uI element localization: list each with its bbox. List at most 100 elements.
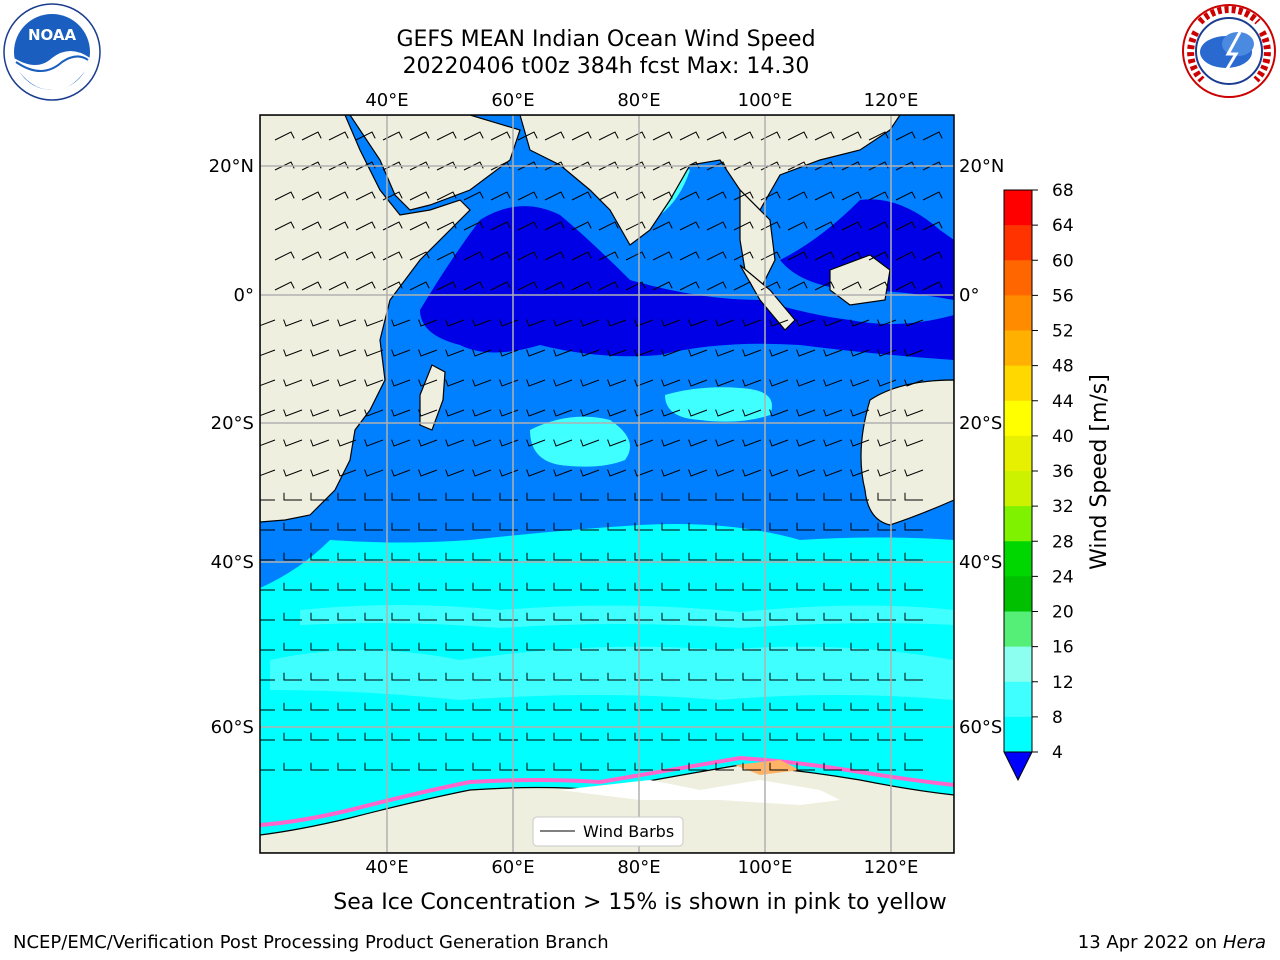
- wind-barb: [787, 251, 808, 261]
- wind-barb: [661, 702, 680, 711]
- wind-barb: [634, 582, 653, 591]
- wind-barb: [742, 732, 761, 741]
- wind-barb: [742, 319, 762, 327]
- wind-barb: [904, 552, 923, 561]
- wind-barb: [841, 251, 862, 261]
- wind-barb: [526, 612, 545, 621]
- wind-barb: [733, 281, 754, 291]
- wind-barb: [436, 131, 457, 141]
- wind-barb: [283, 642, 302, 651]
- wind-barb: [607, 612, 626, 621]
- land-australia: [860, 379, 954, 526]
- wind-barb: [274, 251, 295, 261]
- wind-barb: [391, 612, 410, 621]
- wind-barb: [796, 672, 815, 681]
- wind-barb: [634, 319, 654, 327]
- footer-date-text: 13 Apr 2022 on: [1077, 932, 1223, 953]
- wind-barb: [364, 439, 384, 447]
- land-borneo: [829, 254, 891, 306]
- wind-barb: [526, 492, 545, 501]
- wind-barb: [769, 439, 789, 447]
- lon-label-bottom: 120°E: [864, 857, 919, 878]
- wind-barb: [337, 552, 356, 561]
- wind-barb: [391, 522, 410, 531]
- wind-barb: [661, 492, 680, 501]
- wind-barb: [445, 439, 465, 447]
- wind-band-12-16b: [300, 605, 954, 628]
- wind-barb: [634, 762, 653, 771]
- wind-barb: [553, 552, 572, 561]
- wind-barb: [634, 522, 653, 531]
- lat-label-right: 60°S: [959, 717, 1002, 738]
- wind-barb: [607, 552, 626, 561]
- wind-barb: [688, 469, 708, 477]
- wind-barb: [868, 281, 889, 291]
- wind-barb: [310, 492, 329, 501]
- wind-barb: [499, 492, 518, 501]
- colorbar-segment: [1004, 471, 1032, 507]
- lat-label-right: 20°S: [959, 413, 1002, 434]
- wind-barb: [715, 612, 734, 621]
- lon-label-top: 80°E: [617, 90, 660, 111]
- wind-barb: [742, 492, 761, 501]
- wind-barb: [715, 522, 734, 531]
- map-area: [260, 115, 954, 853]
- wind-barb: [418, 672, 437, 681]
- wind-barb: [580, 409, 600, 417]
- wind-barb: [904, 349, 924, 357]
- wind-barb: [634, 409, 654, 417]
- wind-barb: [490, 251, 511, 261]
- wind-barb: [418, 582, 437, 591]
- wind-barb: [634, 702, 653, 711]
- wind-barb: [661, 642, 680, 651]
- wind-barb: [445, 582, 464, 591]
- wind-barb: [382, 221, 403, 231]
- wind-barb: [850, 732, 869, 741]
- calm-region-maritime: [780, 199, 954, 300]
- lon-label-bottom: 80°E: [617, 857, 660, 878]
- wind-patch-east: [665, 387, 772, 422]
- wind-barb: [409, 221, 430, 231]
- wind-barb: [742, 439, 762, 447]
- wind-barb: [301, 251, 322, 261]
- wind-barb: [715, 409, 735, 417]
- wind-barb: [850, 349, 870, 357]
- chart-title: GEFS MEAN Indian Ocean Wind Speed: [396, 27, 816, 52]
- wind-barb: [841, 281, 862, 291]
- colorbar-segment: [1004, 576, 1032, 612]
- wind-barb: [787, 131, 808, 141]
- wind-barb: [283, 379, 303, 387]
- wind-barb: [580, 672, 599, 681]
- wind-barb: [796, 439, 816, 447]
- wind-barb: [607, 522, 626, 531]
- wind-barb: [796, 552, 815, 561]
- colorbar-segment: [1004, 330, 1032, 367]
- wind-barb: [526, 552, 545, 561]
- wind-barb: [841, 221, 862, 231]
- colorbar-segment: [1004, 611, 1032, 648]
- wind-barb: [391, 762, 410, 771]
- wind-barb: [850, 379, 870, 387]
- wind-barb: [544, 131, 565, 141]
- wind-barb: [823, 582, 842, 591]
- wind-barb: [895, 221, 916, 231]
- wind-barb: [850, 409, 870, 417]
- wind-barb: [391, 379, 411, 387]
- wind-barb: [328, 251, 349, 261]
- wind-barb: [391, 732, 410, 741]
- wind-barb: [260, 499, 275, 501]
- wind-barb: [688, 702, 707, 711]
- wind-barb: [274, 131, 295, 141]
- wind-barb: [580, 702, 599, 711]
- wind-barb: [283, 439, 303, 447]
- wind-barb: [904, 762, 923, 771]
- wind-barb: [526, 469, 546, 477]
- land-south-asia: [519, 115, 901, 246]
- wind-barb: [418, 469, 438, 477]
- noaa-logo-text: NOAA: [28, 26, 77, 44]
- wind-barb: [382, 131, 403, 141]
- wind-barb: [355, 191, 376, 201]
- sea-ice-concentration-high: [735, 760, 800, 775]
- wind-barb: [445, 552, 464, 561]
- wind-barb: [472, 732, 491, 741]
